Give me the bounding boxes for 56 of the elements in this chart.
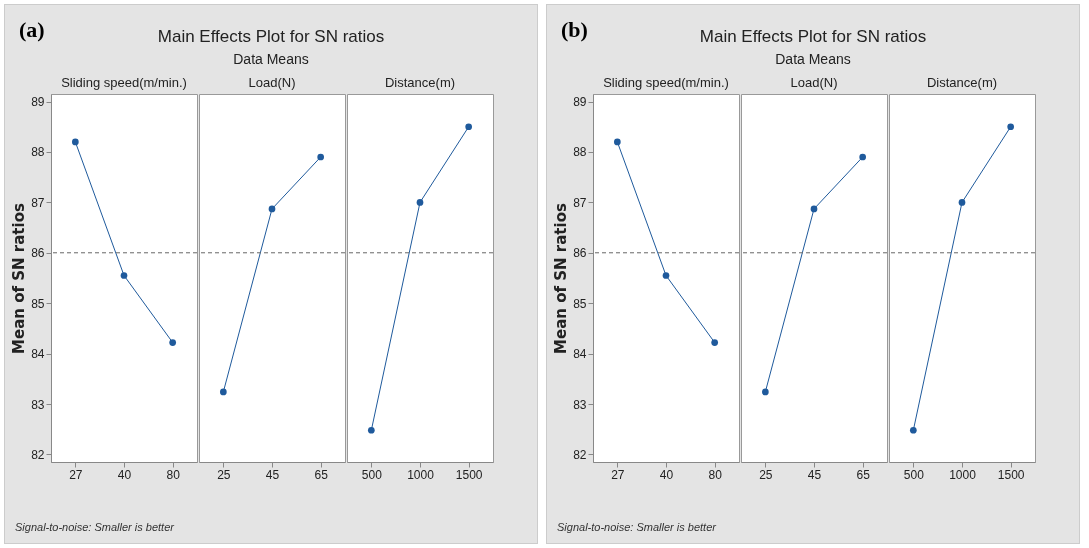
x-axis-title: Load(N) — [248, 75, 296, 90]
x-tick-label: 65 — [856, 467, 871, 482]
x-axis-title: Distance(m) — [384, 75, 456, 90]
x-tick-label: 40 — [117, 467, 132, 482]
y-axis-title: Mean of SN ratios — [10, 203, 29, 354]
x-axis-title: Load(N) — [790, 75, 838, 90]
y-tick-label: 85 — [31, 296, 45, 311]
x-tick-label: 500 — [903, 467, 925, 482]
text: Signal-to-noise: Smaller is better — [557, 521, 716, 533]
x-tick-label: 25 — [759, 467, 773, 482]
y-tick-label: 82 — [31, 447, 45, 462]
point — [662, 272, 670, 279]
x-tick-label: 40 — [659, 467, 674, 482]
x-axis-title: Sliding speed(m/min.) — [61, 75, 187, 90]
y-tick-label: 89 — [31, 95, 45, 110]
text: (a) — [19, 17, 45, 43]
point — [71, 138, 79, 146]
y-tick-label: 83 — [31, 397, 45, 412]
x-tick-label: 80 — [166, 467, 181, 482]
y-tick-label: 88 — [31, 145, 45, 160]
y-tick-label: 86 — [573, 246, 587, 261]
y-tick-label: 87 — [573, 195, 587, 210]
x-tick-label: 1000 — [407, 467, 435, 482]
x-tick-label: 1500 — [997, 467, 1025, 482]
x-axis-title: Distance(m) — [926, 75, 998, 90]
chart-title: Main Effects Plot for SN ratios — [699, 27, 927, 46]
y-tick-label: 88 — [573, 145, 587, 160]
point — [613, 138, 621, 146]
chart-title: Main Effects Plot for SN ratios — [157, 27, 385, 46]
y-tick-label: 85 — [573, 296, 587, 311]
x-tick-label: 45 — [265, 467, 280, 482]
x-tick-label: 1000 — [949, 467, 977, 482]
x-tick-label: 25 — [217, 467, 231, 482]
x-axis-title: Sliding speed(m/min.) — [603, 75, 729, 90]
chart-subtitle: Data Means — [774, 51, 852, 67]
y-tick-label: 89 — [573, 95, 587, 110]
x-tick-label: 500 — [361, 467, 383, 482]
point — [711, 339, 719, 346]
x-tick-label: 27 — [69, 467, 83, 482]
chart-subtitle: Data Means — [232, 51, 310, 67]
y-tick-label: 83 — [573, 397, 587, 412]
x-tick-label: 1500 — [455, 467, 483, 482]
text: (b) — [561, 17, 588, 43]
y-axis-title: Mean of SN ratios — [552, 203, 571, 354]
y-tick-label: 84 — [573, 347, 587, 362]
y-tick-label: 84 — [31, 347, 45, 362]
y-tick-label: 82 — [573, 447, 587, 462]
x-tick-label: 65 — [314, 467, 329, 482]
text: Signal-to-noise: Smaller is better — [15, 521, 174, 533]
y-tick-label: 87 — [31, 195, 45, 210]
x-tick-label: 27 — [611, 467, 625, 482]
point — [169, 339, 177, 346]
x-tick-label: 80 — [708, 467, 723, 482]
x-tick-label: 45 — [807, 467, 822, 482]
point — [120, 272, 128, 279]
y-tick-label: 86 — [31, 246, 45, 261]
